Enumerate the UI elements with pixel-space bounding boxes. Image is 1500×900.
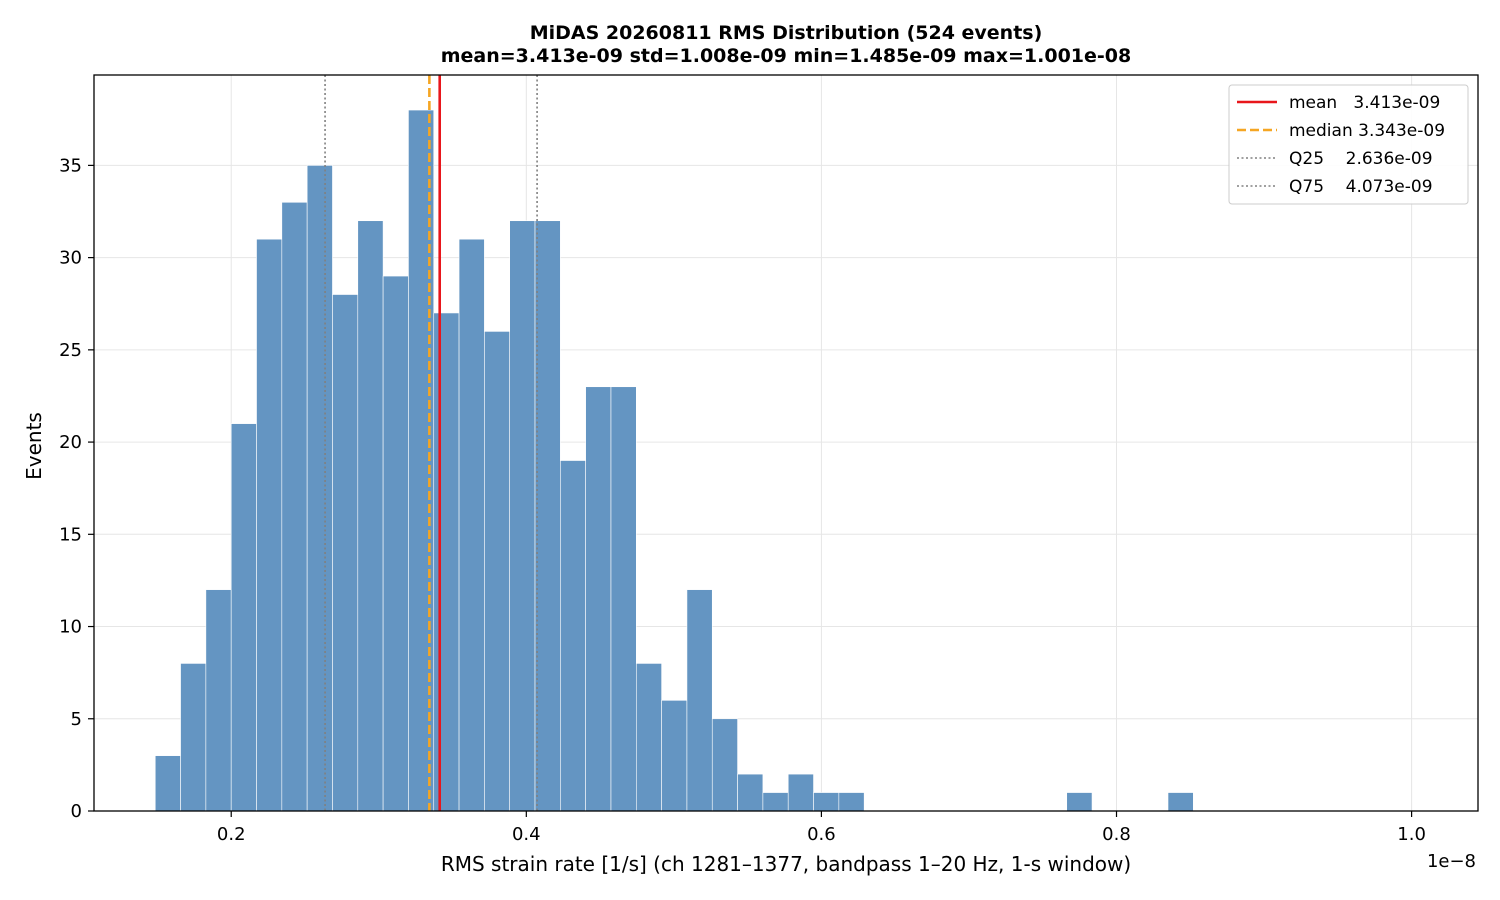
- histogram-bar: [585, 386, 612, 812]
- y-axis-label: Events: [22, 412, 46, 480]
- histogram-bar: [484, 331, 511, 812]
- histogram-bar: [230, 423, 257, 812]
- histogram-bar: [458, 238, 485, 812]
- histogram-bar: [762, 792, 789, 812]
- y-tick-label: 35: [59, 155, 82, 176]
- histogram-bar: [787, 773, 814, 812]
- histogram-bar: [737, 773, 764, 812]
- x-axis-offset-label: 1e−8: [1427, 851, 1476, 872]
- histogram-bar: [661, 700, 688, 812]
- legend-label-1: median 3.343e-09: [1289, 121, 1445, 141]
- histogram-bar: [509, 220, 536, 812]
- chart-subtitle: mean=3.413e-09 std=1.008e-09 min=1.485e-…: [441, 45, 1132, 67]
- plot-frame: [93, 74, 1479, 812]
- histogram-bar: [433, 312, 460, 812]
- legend-box: [1228, 84, 1469, 205]
- histogram-bar: [838, 792, 865, 812]
- x-tick-label: 0.8: [1102, 824, 1131, 845]
- legend: mean 3.413e-09 median 3.343e-09 Q25 2.636e…: [1228, 84, 1469, 205]
- histogram-bar: [205, 589, 232, 812]
- histogram-bar: [711, 718, 738, 812]
- y-tick-label: 15: [59, 524, 82, 545]
- x-tick-label: 0.2: [217, 824, 246, 845]
- y-tick-label: 5: [71, 709, 82, 730]
- chart-title: MiDAS 20260811 RMS Distribution (524 eve…: [530, 22, 1043, 44]
- y-tick-label: 25: [59, 340, 82, 361]
- y-tick-label: 10: [59, 617, 82, 638]
- x-tick-label: 1.0: [1397, 824, 1426, 845]
- histogram-bar: [1066, 792, 1093, 812]
- histogram-bar: [1167, 792, 1194, 812]
- histogram-bar: [813, 792, 840, 812]
- legend-label-0: mean 3.413e-09: [1289, 93, 1440, 113]
- x-axis-label: RMS strain rate [1/s] (ch 1281–1377, ban…: [441, 852, 1131, 876]
- histogram-bar: [686, 589, 713, 812]
- histogram-bar: [154, 755, 181, 812]
- x-axis-ticks: 0.2 0.4 0.6 0.8 1.0: [217, 811, 1426, 845]
- y-tick-label: 30: [59, 248, 82, 269]
- histogram-bar: [281, 201, 308, 812]
- legend-label-2: Q25 2.636e-09: [1289, 149, 1433, 169]
- x-tick-label: 0.4: [512, 824, 541, 845]
- histogram-bar: [382, 275, 409, 812]
- legend-label-3: Q75 4.073e-09: [1289, 177, 1433, 197]
- histogram-bar: [332, 294, 359, 812]
- histogram-bars: [154, 109, 1194, 812]
- histogram-bar: [635, 663, 662, 812]
- y-axis-ticks: 0 5 10 15 20 25 30 35: [59, 155, 94, 822]
- x-tick-label: 0.6: [807, 824, 836, 845]
- histogram-bar: [256, 238, 283, 812]
- histogram-bar: [534, 220, 561, 812]
- histogram-bar: [306, 165, 333, 812]
- histogram-bar: [180, 663, 207, 812]
- reference-lines: [324, 75, 538, 811]
- y-tick-label: 0: [71, 801, 82, 822]
- y-tick-label: 20: [59, 432, 82, 453]
- histogram-bar: [357, 220, 384, 812]
- histogram-bar: [610, 386, 637, 812]
- histogram-bar: [560, 460, 586, 812]
